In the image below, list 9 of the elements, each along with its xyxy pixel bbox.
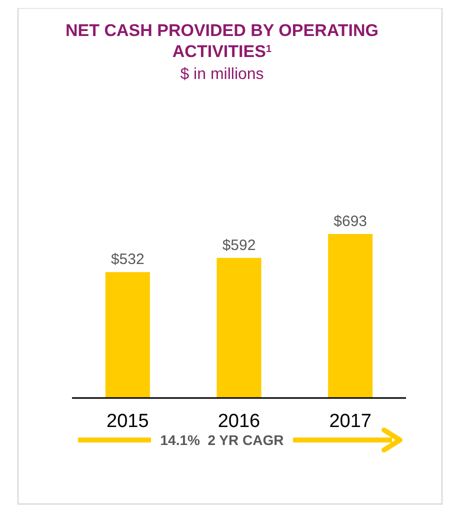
x-tick-label: 2017 bbox=[329, 411, 372, 432]
chart-title: NET CASH PROVIDED BY OPERATING ACTIVITIES$^{1}$ bbox=[66, 21, 378, 61]
x-tick-label: 2016 bbox=[218, 411, 260, 432]
chart-subtitle: $ in millions bbox=[180, 66, 264, 83]
data-label: $592 bbox=[222, 236, 256, 254]
data-label: $532 bbox=[110, 251, 144, 268]
text: 14.1% 2 YR CAGR bbox=[160, 432, 284, 448]
data-label: $693 bbox=[334, 213, 368, 230]
x-tick-label: 2015 bbox=[106, 411, 149, 432]
